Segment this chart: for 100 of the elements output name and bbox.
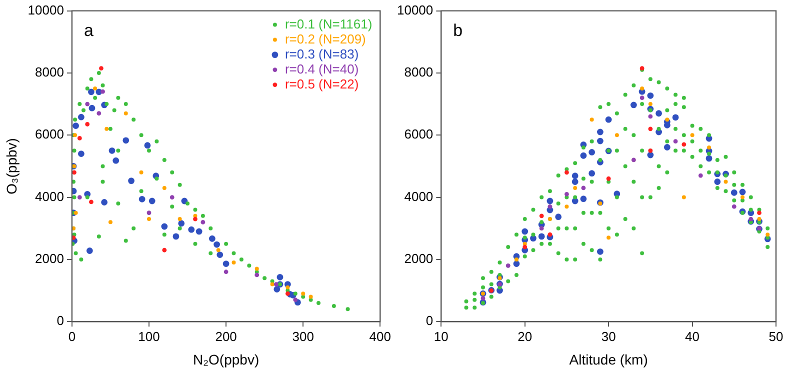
point xyxy=(581,186,586,190)
point xyxy=(706,155,712,162)
y-tick-label: 0 xyxy=(426,313,434,328)
point xyxy=(178,220,185,227)
point xyxy=(254,272,260,278)
y-tick-label: 2000 xyxy=(35,251,64,266)
point xyxy=(564,192,569,196)
point xyxy=(86,248,93,254)
point xyxy=(144,142,151,149)
point xyxy=(162,248,167,252)
legend-label: r=0.1 (N=1161) xyxy=(284,16,372,32)
point xyxy=(690,133,694,138)
point xyxy=(648,102,652,106)
point xyxy=(100,89,105,94)
point xyxy=(224,270,228,274)
point xyxy=(573,186,578,190)
x-tick-label: 0 xyxy=(68,328,76,344)
point xyxy=(730,189,738,196)
point xyxy=(308,294,313,299)
point xyxy=(78,150,84,157)
point xyxy=(85,122,90,126)
point xyxy=(665,118,670,122)
point xyxy=(77,195,82,200)
text: a xyxy=(84,20,94,40)
y-tick-label: 6000 xyxy=(404,126,434,142)
point xyxy=(572,178,578,185)
point xyxy=(564,204,569,209)
point xyxy=(193,216,198,222)
point xyxy=(538,233,545,240)
x-tick-label: 200 xyxy=(215,328,237,344)
point xyxy=(605,116,612,123)
point xyxy=(99,66,104,70)
point xyxy=(522,228,528,235)
point xyxy=(714,178,721,185)
point xyxy=(597,138,604,144)
point xyxy=(216,248,220,252)
point xyxy=(548,232,552,237)
point xyxy=(93,86,98,90)
point xyxy=(682,142,686,147)
point xyxy=(739,188,746,196)
x-axis-title: N₂O(ppbv) xyxy=(192,351,260,368)
point xyxy=(72,170,76,175)
legend-label: r=0.3 (N=83) xyxy=(284,46,359,62)
point xyxy=(285,291,290,296)
point xyxy=(170,195,174,200)
point xyxy=(580,152,587,159)
point xyxy=(606,236,611,240)
point xyxy=(108,147,116,154)
point xyxy=(96,111,102,116)
point xyxy=(580,196,587,202)
point xyxy=(293,298,298,302)
point xyxy=(270,282,274,286)
point xyxy=(162,186,166,190)
point xyxy=(640,86,644,90)
point xyxy=(539,214,544,218)
point xyxy=(572,172,578,180)
point xyxy=(122,137,130,144)
point xyxy=(590,118,594,122)
point xyxy=(597,128,604,136)
point xyxy=(555,214,562,220)
point xyxy=(77,136,82,140)
point xyxy=(546,198,554,204)
point xyxy=(588,149,596,156)
point xyxy=(766,232,770,237)
x-tick-label: 30 xyxy=(601,328,616,344)
x-tick-label: 100 xyxy=(138,328,160,344)
point xyxy=(104,126,109,131)
point xyxy=(522,244,528,250)
x-tick-label: 400 xyxy=(369,328,392,344)
point xyxy=(214,241,220,248)
point xyxy=(757,210,762,216)
point xyxy=(200,220,206,224)
point xyxy=(664,144,670,150)
point xyxy=(757,217,762,222)
y-tick-label: 8000 xyxy=(404,64,434,80)
point xyxy=(276,274,284,280)
legend-label: r=0.4 (N=40) xyxy=(284,61,359,76)
point xyxy=(172,233,180,240)
point xyxy=(88,104,96,112)
y-tick-label: 4000 xyxy=(404,188,434,204)
y-axis-title: O₃(ppbv) xyxy=(3,138,20,194)
y-tick-label: 8000 xyxy=(35,64,64,80)
point xyxy=(148,198,156,204)
point xyxy=(216,252,224,258)
point xyxy=(112,157,120,164)
point xyxy=(138,196,146,202)
point xyxy=(648,114,653,119)
point xyxy=(673,139,678,144)
y-tick-label: 0 xyxy=(56,313,64,328)
point xyxy=(124,111,128,116)
point xyxy=(682,195,686,200)
point xyxy=(672,114,679,121)
text: b xyxy=(453,20,463,40)
point xyxy=(274,282,278,287)
y-tick-label: 10000 xyxy=(396,2,434,18)
point xyxy=(222,260,230,267)
point xyxy=(89,200,94,204)
x-tick-label: 300 xyxy=(292,328,314,344)
legend-label: r=0.5 (N=22) xyxy=(284,76,359,92)
point xyxy=(656,110,662,117)
